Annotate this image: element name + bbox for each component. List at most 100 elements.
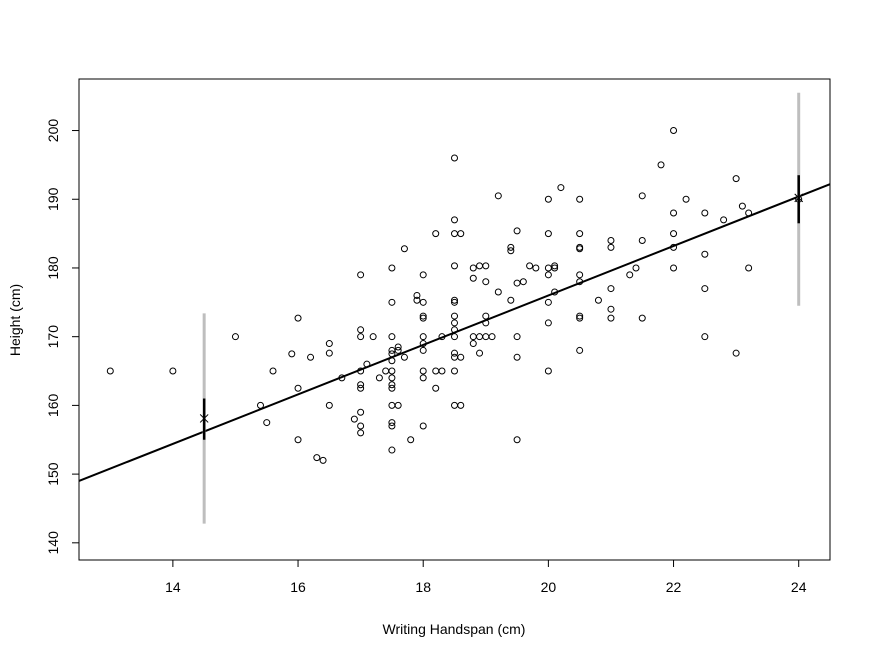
data-point [338, 374, 346, 382]
data-point [457, 230, 465, 238]
data-point [657, 161, 665, 169]
data-point [432, 384, 440, 392]
data-point [451, 319, 458, 327]
data-point [419, 298, 427, 306]
data-point [363, 360, 371, 368]
data-point [544, 230, 552, 238]
data-point [313, 454, 321, 462]
data-point [544, 195, 552, 203]
data-point [388, 367, 396, 375]
data-point [551, 264, 559, 272]
data-point [369, 333, 377, 341]
data-point [682, 195, 690, 203]
data-point [476, 349, 484, 357]
data-point [544, 264, 552, 272]
data-point [745, 264, 753, 272]
data-point [357, 326, 365, 334]
data-point [670, 209, 678, 217]
y-tick-label: 160 [45, 394, 61, 418]
data-point [638, 192, 646, 200]
data-point [513, 227, 521, 235]
data-point [388, 264, 396, 272]
x-tick-label: 22 [666, 579, 682, 595]
data-point [357, 333, 365, 341]
data-point [457, 401, 465, 409]
y-tick-label: 140 [45, 531, 61, 555]
data-point [513, 353, 521, 361]
data-point [551, 262, 559, 270]
data-point [732, 349, 740, 357]
data-point [288, 350, 296, 358]
data-point [745, 209, 753, 217]
data-point [388, 357, 396, 365]
data-point [632, 264, 640, 272]
x-tick-label: 16 [290, 579, 306, 595]
data-point [438, 333, 446, 341]
data-point [438, 367, 446, 375]
data-point [732, 175, 740, 183]
data-point [419, 346, 427, 354]
data-point [407, 436, 415, 444]
data-point [482, 333, 490, 341]
data-point [451, 312, 458, 320]
data-point [451, 230, 458, 238]
data-point [701, 209, 709, 217]
data-point [469, 264, 477, 272]
data-point [544, 298, 552, 306]
data-point [513, 436, 521, 444]
data-point [701, 250, 709, 258]
data-point [325, 401, 333, 409]
data-point [507, 243, 515, 251]
data-point [394, 401, 402, 409]
data-point [388, 401, 396, 409]
data-point [626, 271, 634, 279]
data-point [357, 384, 365, 392]
data-point [451, 154, 458, 162]
data-point [419, 333, 427, 341]
data-point [357, 408, 365, 416]
data-point [482, 312, 490, 320]
data-point [388, 333, 396, 341]
data-point [388, 422, 396, 430]
data-point [544, 271, 552, 279]
points-layer [106, 127, 803, 464]
x-tick-label: 18 [415, 579, 431, 595]
data-point [469, 333, 477, 341]
x-tick-label: 24 [791, 579, 807, 595]
data-point [419, 422, 427, 430]
data-point [551, 288, 559, 296]
y-tick-label: 150 [45, 462, 61, 486]
data-point [269, 367, 277, 375]
interval-layer [199, 92, 804, 524]
data-point [576, 195, 584, 203]
data-point [388, 384, 396, 392]
data-point [576, 346, 584, 354]
data-point [544, 319, 552, 327]
y-tick-label: 170 [45, 325, 61, 349]
fitted-value-marker [199, 414, 209, 423]
data-point [607, 236, 615, 244]
data-point [357, 381, 365, 389]
data-point [507, 296, 515, 304]
data-point [720, 216, 728, 224]
data-point [532, 264, 540, 272]
data-point [607, 285, 615, 293]
data-point [670, 264, 678, 272]
data-point [507, 247, 515, 255]
y-tick-label: 180 [45, 256, 61, 280]
data-point [388, 298, 396, 306]
data-point [432, 367, 440, 375]
data-point [169, 367, 177, 375]
data-point [388, 350, 396, 358]
data-point [394, 343, 402, 351]
data-point [106, 367, 114, 375]
y-axis-title: Height (cm) [7, 284, 23, 356]
data-point [519, 278, 527, 286]
y-tick-label: 190 [45, 187, 61, 211]
data-point [701, 285, 709, 293]
data-point [350, 415, 358, 423]
data-point [576, 312, 584, 320]
data-point [451, 216, 458, 224]
data-point [488, 333, 496, 341]
